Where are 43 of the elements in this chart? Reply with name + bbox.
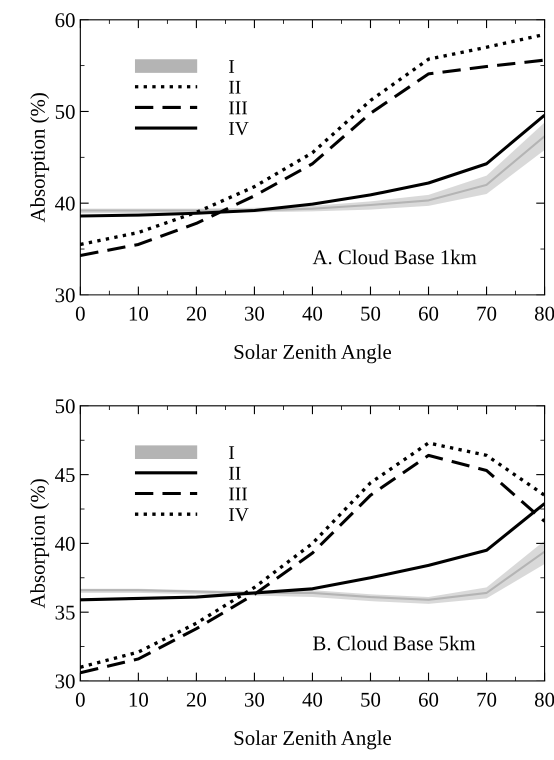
x-tick-label: 50 xyxy=(361,692,380,707)
y-tick-label: 40 xyxy=(55,196,75,211)
x-tick-label: 0 xyxy=(76,306,85,321)
legend-label: II xyxy=(229,80,241,94)
legend-label: I xyxy=(229,446,234,459)
x-tick-label: 70 xyxy=(478,692,496,707)
y-tick-label: 50 xyxy=(56,104,75,119)
y-tick-label: 30 xyxy=(56,674,75,688)
legend-label: II xyxy=(229,466,241,480)
y-tick-label: 45 xyxy=(55,468,75,482)
x-tick-label: 80 xyxy=(534,306,554,321)
x-tick-label: 80 xyxy=(534,692,554,707)
y-tick-label: 30 xyxy=(56,288,75,302)
x-tick-label: 10 xyxy=(130,306,148,321)
x-tick-label: 40 xyxy=(302,306,322,321)
y-tick-label: 50 xyxy=(56,399,75,414)
y-tick-label: 40 xyxy=(55,536,75,551)
y-axis-title: Absorption (%) xyxy=(30,93,50,222)
line-series xyxy=(80,550,545,601)
x-axis-title: Solar Zenith Angle xyxy=(234,344,392,364)
x-tick-label: 20 xyxy=(186,306,206,321)
x-axis-title: Solar Zenith Angle xyxy=(234,730,392,750)
y-tick-label: 35 xyxy=(56,606,75,620)
y-tick-label: 60 xyxy=(56,13,75,28)
x-tick-label: 10 xyxy=(130,692,148,707)
annotation: A. Cloud Base 1km xyxy=(312,250,476,264)
x-tick-label: 30 xyxy=(245,306,264,321)
x-tick-label: 30 xyxy=(245,692,264,707)
x-tick-label: 0 xyxy=(76,692,85,707)
x-tick-label: 50 xyxy=(361,306,380,321)
x-tick-label: 60 xyxy=(419,692,438,707)
x-tick-label: 20 xyxy=(186,692,206,707)
annotation: B. Cloud Base 5km xyxy=(313,636,476,650)
legend-label: III xyxy=(229,101,248,114)
legend-label: IV xyxy=(229,122,249,136)
legend-label: III xyxy=(229,488,248,500)
line-series xyxy=(80,135,545,212)
legend-label: IV xyxy=(229,508,249,522)
x-tick-label: 40 xyxy=(302,692,322,707)
legend-label: I xyxy=(229,60,234,73)
y-axis-title: Absorption (%) xyxy=(30,479,50,608)
x-tick-label: 70 xyxy=(478,306,496,321)
x-tick-label: 60 xyxy=(419,306,438,321)
